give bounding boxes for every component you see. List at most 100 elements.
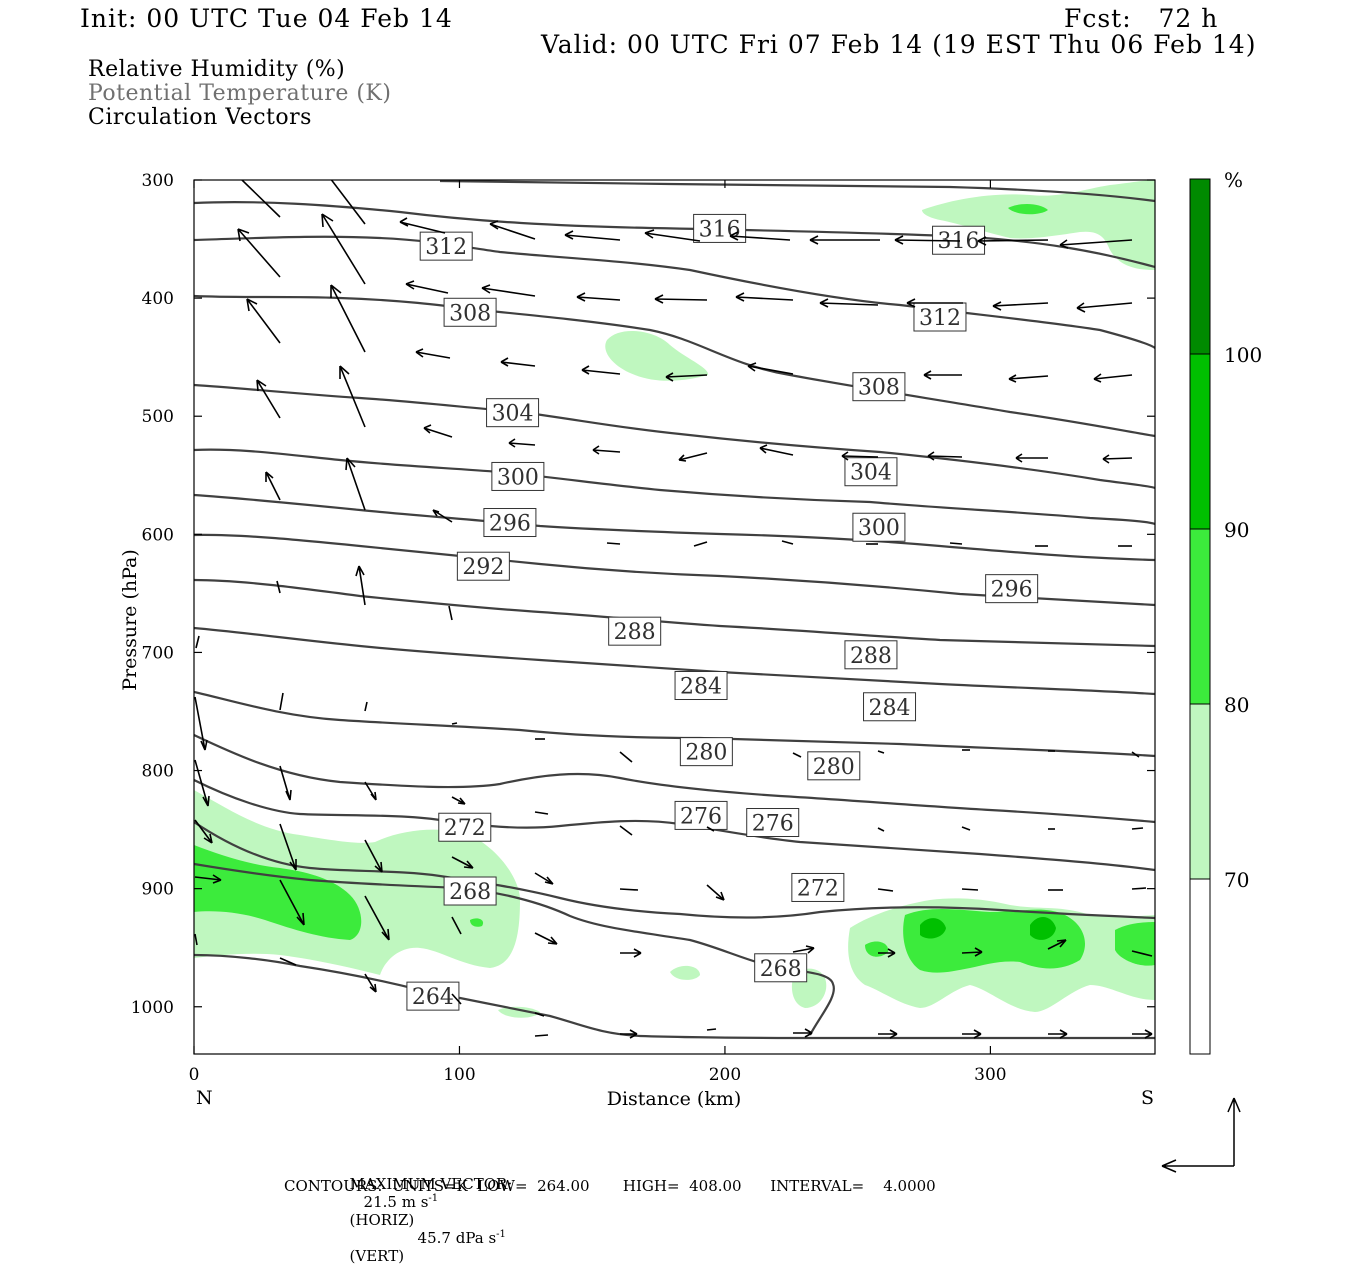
contour-label: 284 (680, 675, 722, 700)
vector-arrow (619, 825, 633, 836)
vector-arrow (706, 1028, 717, 1031)
rh-region-90 (920, 918, 946, 939)
valid-time: Valid: 00 UTC Fri 07 Feb 14 (19 EST Thu … (541, 30, 1257, 59)
theta-contour (194, 779, 1155, 872)
vector-arrow (195, 635, 200, 649)
contour-label: 264 (412, 985, 454, 1010)
contour-label: 272 (797, 876, 839, 901)
reference-vector-horizontal-arrow (1161, 1159, 1234, 1173)
contour-label: 280 (685, 741, 727, 766)
vector-arrow (508, 438, 536, 448)
vector-arrow (241, 180, 281, 218)
contour-label-box (863, 692, 917, 722)
vector-arrow (265, 471, 281, 501)
y-tick-label: 800 (142, 762, 174, 782)
contour-label-box (852, 372, 906, 402)
contour-label: 300 (858, 516, 900, 541)
vector-arrow (961, 888, 979, 891)
contours-info-line: CONTOURS: UNITS=K LOW= 264.00 HIGH= 408.… (284, 1177, 936, 1195)
vector-arrow (877, 888, 894, 892)
vector-arrow (399, 217, 446, 234)
vector-arrow (415, 348, 451, 359)
contour-label: 284 (869, 696, 911, 721)
vector-arrow (237, 228, 281, 278)
vector-arrow (355, 565, 366, 606)
vector-arrow (1131, 751, 1140, 758)
contour-label: 268 (760, 957, 802, 982)
colorbar-level-label: 100 (1224, 343, 1262, 367)
theta-contour (194, 862, 835, 1036)
theta-contour (194, 294, 1155, 438)
vector-arrow (735, 292, 794, 302)
plot-frame (193, 179, 1156, 1055)
vector-arrow (706, 826, 715, 832)
vector-arrow (793, 1028, 813, 1038)
contour-label: 308 (449, 301, 491, 326)
rh-region-70 (670, 965, 700, 980)
vector-arrow (923, 370, 962, 380)
contour-label-box (852, 512, 906, 542)
rh-region-70 (922, 180, 1155, 270)
vector-arrow (279, 692, 284, 711)
vector-arrow (665, 372, 708, 382)
legend-theta: Potential Temperature (K) (88, 81, 392, 106)
vector-arrow (194, 874, 222, 884)
vector-arrow (644, 229, 701, 242)
contour-label-box (443, 297, 497, 327)
colorbar-segment (1190, 354, 1210, 529)
contour-label-box (483, 508, 537, 538)
vector-arrow (841, 451, 879, 461)
rh-region-70 (605, 330, 709, 381)
vector-arrow (906, 298, 963, 308)
vector-arrow (1008, 374, 1049, 383)
vector-arrow (961, 826, 971, 831)
colorbar-segment (1190, 179, 1210, 354)
vector-arrow (194, 759, 210, 807)
vector-arrow (747, 362, 794, 375)
x-right-end-label: S (1141, 1087, 1154, 1109)
contour-label-box (406, 981, 460, 1011)
vector-arrow (1093, 373, 1133, 383)
contour-label: 280 (813, 755, 855, 780)
x-tick-label: 100 (443, 1065, 475, 1085)
vector-arrow (256, 379, 281, 419)
contour-label: 304 (492, 402, 534, 427)
vector-arrow (194, 696, 208, 751)
contour-label: 292 (462, 555, 504, 580)
theta-contour (439, 180, 1155, 203)
vector-arrow (606, 542, 621, 545)
theta-contour (194, 953, 1155, 1040)
vector-arrow (321, 213, 366, 285)
vector-arrow (194, 933, 198, 946)
vector-arrow (1015, 453, 1048, 463)
vector-arrow (706, 884, 725, 901)
rh-region-80 (1008, 204, 1048, 215)
rh-region-90 (1030, 917, 1056, 940)
contour-label-box (456, 551, 510, 581)
cross-section-chart: 316 3163123123083083043043003002962962922… (119, 168, 1262, 1173)
colorbar-level-label: 80 (1224, 693, 1249, 717)
theta-contour (194, 533, 1155, 607)
vector-arrow (592, 445, 621, 455)
x-tick-label: 200 (709, 1065, 741, 1085)
vector-arrow (330, 180, 366, 225)
horiz-max-value: 21.5 m s (363, 1193, 429, 1211)
x-left-end-label: N (196, 1087, 213, 1109)
contour-label: 308 (858, 376, 900, 401)
y-tick-label: 400 (142, 289, 174, 309)
vector-arrow (878, 948, 896, 958)
vert-unit-exponent: -1 (496, 1229, 506, 1240)
vector-arrow (949, 542, 963, 545)
vector-arrow (330, 284, 366, 353)
vector-arrow (1131, 887, 1147, 890)
theta-contour (194, 626, 1155, 696)
theta-contour (194, 383, 1155, 490)
vector-arrow (792, 945, 815, 954)
contour-label-box (443, 876, 497, 906)
vector-arrow (1047, 939, 1067, 950)
reference-vector-vertical-arrow (1227, 1097, 1241, 1166)
vector-arrow (927, 451, 963, 461)
contour-label: 268 (449, 880, 491, 905)
contour-label-box (679, 737, 733, 767)
vector-arrow (279, 823, 297, 871)
